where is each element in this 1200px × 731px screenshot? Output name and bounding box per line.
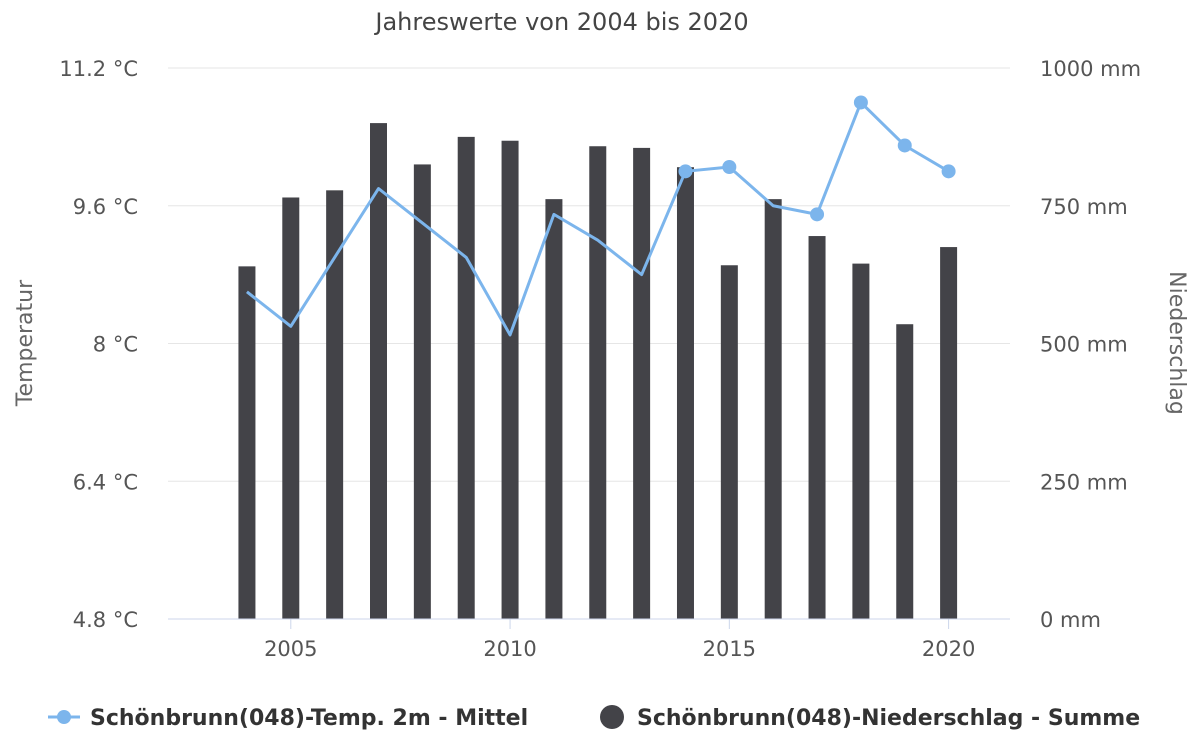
bar-precipitation[interactable] <box>501 140 519 619</box>
temperature-line <box>246 95 956 337</box>
y-left-tick-label: 6.4 °C <box>73 470 138 494</box>
legend-label-precipitation: Schönbrunn(048)-Niederschlag - Summe <box>637 706 1140 731</box>
temperature-series-line <box>246 100 950 337</box>
y-left-axis-title: Temperatur <box>13 279 38 407</box>
bar-precipitation[interactable] <box>457 136 475 619</box>
legend-item-temperature[interactable]: Schönbrunn(048)-Temp. 2m - Mittel <box>48 706 528 731</box>
y-left-tick-label: 11.2 °C <box>59 57 138 81</box>
x-tick-label: 2005 <box>264 637 317 661</box>
x-tick-label: 2015 <box>703 637 756 661</box>
x-tick-label: 2010 <box>483 637 536 661</box>
y-left-tick-label: 4.8 °C <box>73 608 138 632</box>
y-left-tick-label: 8 °C <box>93 333 138 357</box>
temperature-point[interactable] <box>810 207 825 222</box>
bar-precipitation[interactable] <box>282 197 300 620</box>
bar-precipitation[interactable] <box>545 199 563 619</box>
temperature-point[interactable] <box>853 95 868 110</box>
x-tick-label: 2020 <box>922 637 975 661</box>
y-right-tick-label: 250 mm <box>1040 470 1128 494</box>
legend-marker-icon <box>57 710 71 724</box>
temperature-point[interactable] <box>897 138 912 153</box>
grid-lines <box>168 67 1010 482</box>
bar-precipitation[interactable] <box>720 265 738 619</box>
temperature-point[interactable] <box>941 164 956 179</box>
bar-precipitation[interactable] <box>238 266 256 619</box>
precipitation-bars <box>238 123 958 620</box>
bar-precipitation[interactable] <box>370 123 387 619</box>
y-left-tick-label: 9.6 °C <box>73 195 138 219</box>
bar-precipitation[interactable] <box>326 190 344 619</box>
chart-title: Jahreswerte von 2004 bis 2020 <box>373 8 748 36</box>
bar-precipitation[interactable] <box>676 167 694 619</box>
y-right-tick-label: 1000 mm <box>1040 57 1141 81</box>
bar-precipitation[interactable] <box>633 147 651 619</box>
temperature-point[interactable] <box>722 160 737 175</box>
bar-precipitation[interactable] <box>940 247 958 619</box>
legend: Schönbrunn(048)-Temp. 2m - Mittel Schönb… <box>48 705 1140 731</box>
y-right-axis-title: Niederschlag <box>1164 271 1189 415</box>
y-right-tick-label: 500 mm <box>1040 333 1128 357</box>
bar-precipitation[interactable] <box>852 263 870 619</box>
legend-circle-icon <box>600 705 624 729</box>
bar-precipitation[interactable] <box>413 164 431 620</box>
y-right-tick-label: 0 mm <box>1040 608 1101 632</box>
legend-label-temperature: Schönbrunn(048)-Temp. 2m - Mittel <box>90 706 528 731</box>
y-right-axis: 0 mm 250 mm 500 mm 750 mm 1000 mm <box>1040 57 1141 632</box>
bar-precipitation[interactable] <box>808 236 826 619</box>
bar-precipitation[interactable] <box>896 324 914 619</box>
y-left-axis: 4.8 °C 6.4 °C 8 °C 9.6 °C 11.2 °C <box>59 57 138 632</box>
bar-precipitation[interactable] <box>589 146 607 619</box>
temperature-point[interactable] <box>678 164 693 179</box>
x-axis: 2005 2010 2015 2020 <box>264 619 975 661</box>
bar-precipitation[interactable] <box>764 199 782 619</box>
legend-item-precipitation[interactable]: Schönbrunn(048)-Niederschlag - Summe <box>600 705 1140 731</box>
y-right-tick-label: 750 mm <box>1040 195 1128 219</box>
